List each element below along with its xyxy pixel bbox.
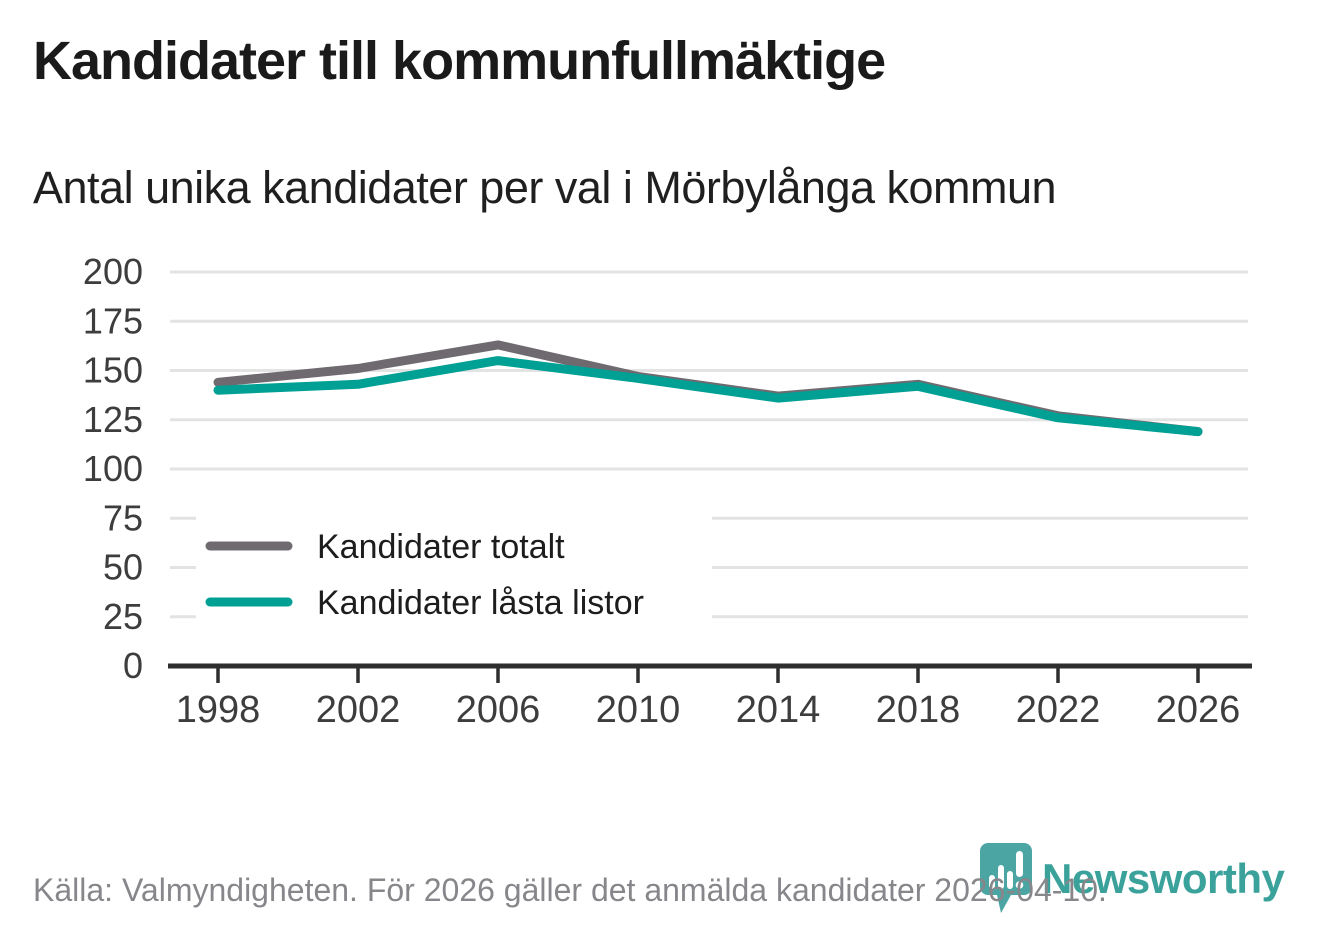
- source-note: Källa: Valmyndigheten. För 2026 gäller d…: [33, 872, 1107, 908]
- x-tick-label: 1998: [176, 689, 261, 731]
- y-tick-label: 125: [83, 399, 143, 440]
- y-tick-label: 175: [83, 300, 143, 341]
- y-tick-label: 100: [83, 448, 143, 489]
- newsworthy-logo: Newsworthy: [978, 840, 1285, 918]
- legend-label: Kandidater totalt: [317, 528, 565, 566]
- x-tick-label: 2002: [316, 689, 401, 731]
- series-line-kandidater-l-sta-listor: [213, 356, 1203, 437]
- x-tick-label: 2018: [876, 689, 961, 731]
- newsworthy-pin-icon: [980, 843, 1032, 913]
- x-tick-label: 2026: [1156, 689, 1241, 731]
- legend-label: Kandidater låsta listor: [317, 584, 644, 622]
- y-tick-label: 200: [83, 251, 143, 292]
- x-tick-label: 2006: [456, 689, 541, 731]
- y-tick-label: 25: [103, 596, 143, 637]
- x-tick-label: 2010: [596, 689, 681, 731]
- chart-subtitle: Antal unika kandidater per val i Mörbylå…: [33, 162, 1057, 213]
- y-tick-label: 0: [123, 645, 143, 686]
- x-tick-label: 2022: [1016, 689, 1101, 731]
- legend-background: [196, 512, 712, 638]
- newsworthy-wordmark: Newsworthy: [1042, 855, 1285, 902]
- page-title: Kandidater till kommunfullmäktige: [33, 31, 886, 91]
- x-tick-label: 2014: [736, 689, 821, 731]
- y-tick-label: 50: [103, 547, 143, 588]
- y-tick-label: 75: [103, 497, 143, 538]
- y-tick-label: 150: [83, 350, 143, 391]
